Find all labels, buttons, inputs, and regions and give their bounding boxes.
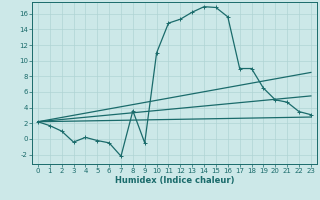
X-axis label: Humidex (Indice chaleur): Humidex (Indice chaleur): [115, 176, 234, 185]
